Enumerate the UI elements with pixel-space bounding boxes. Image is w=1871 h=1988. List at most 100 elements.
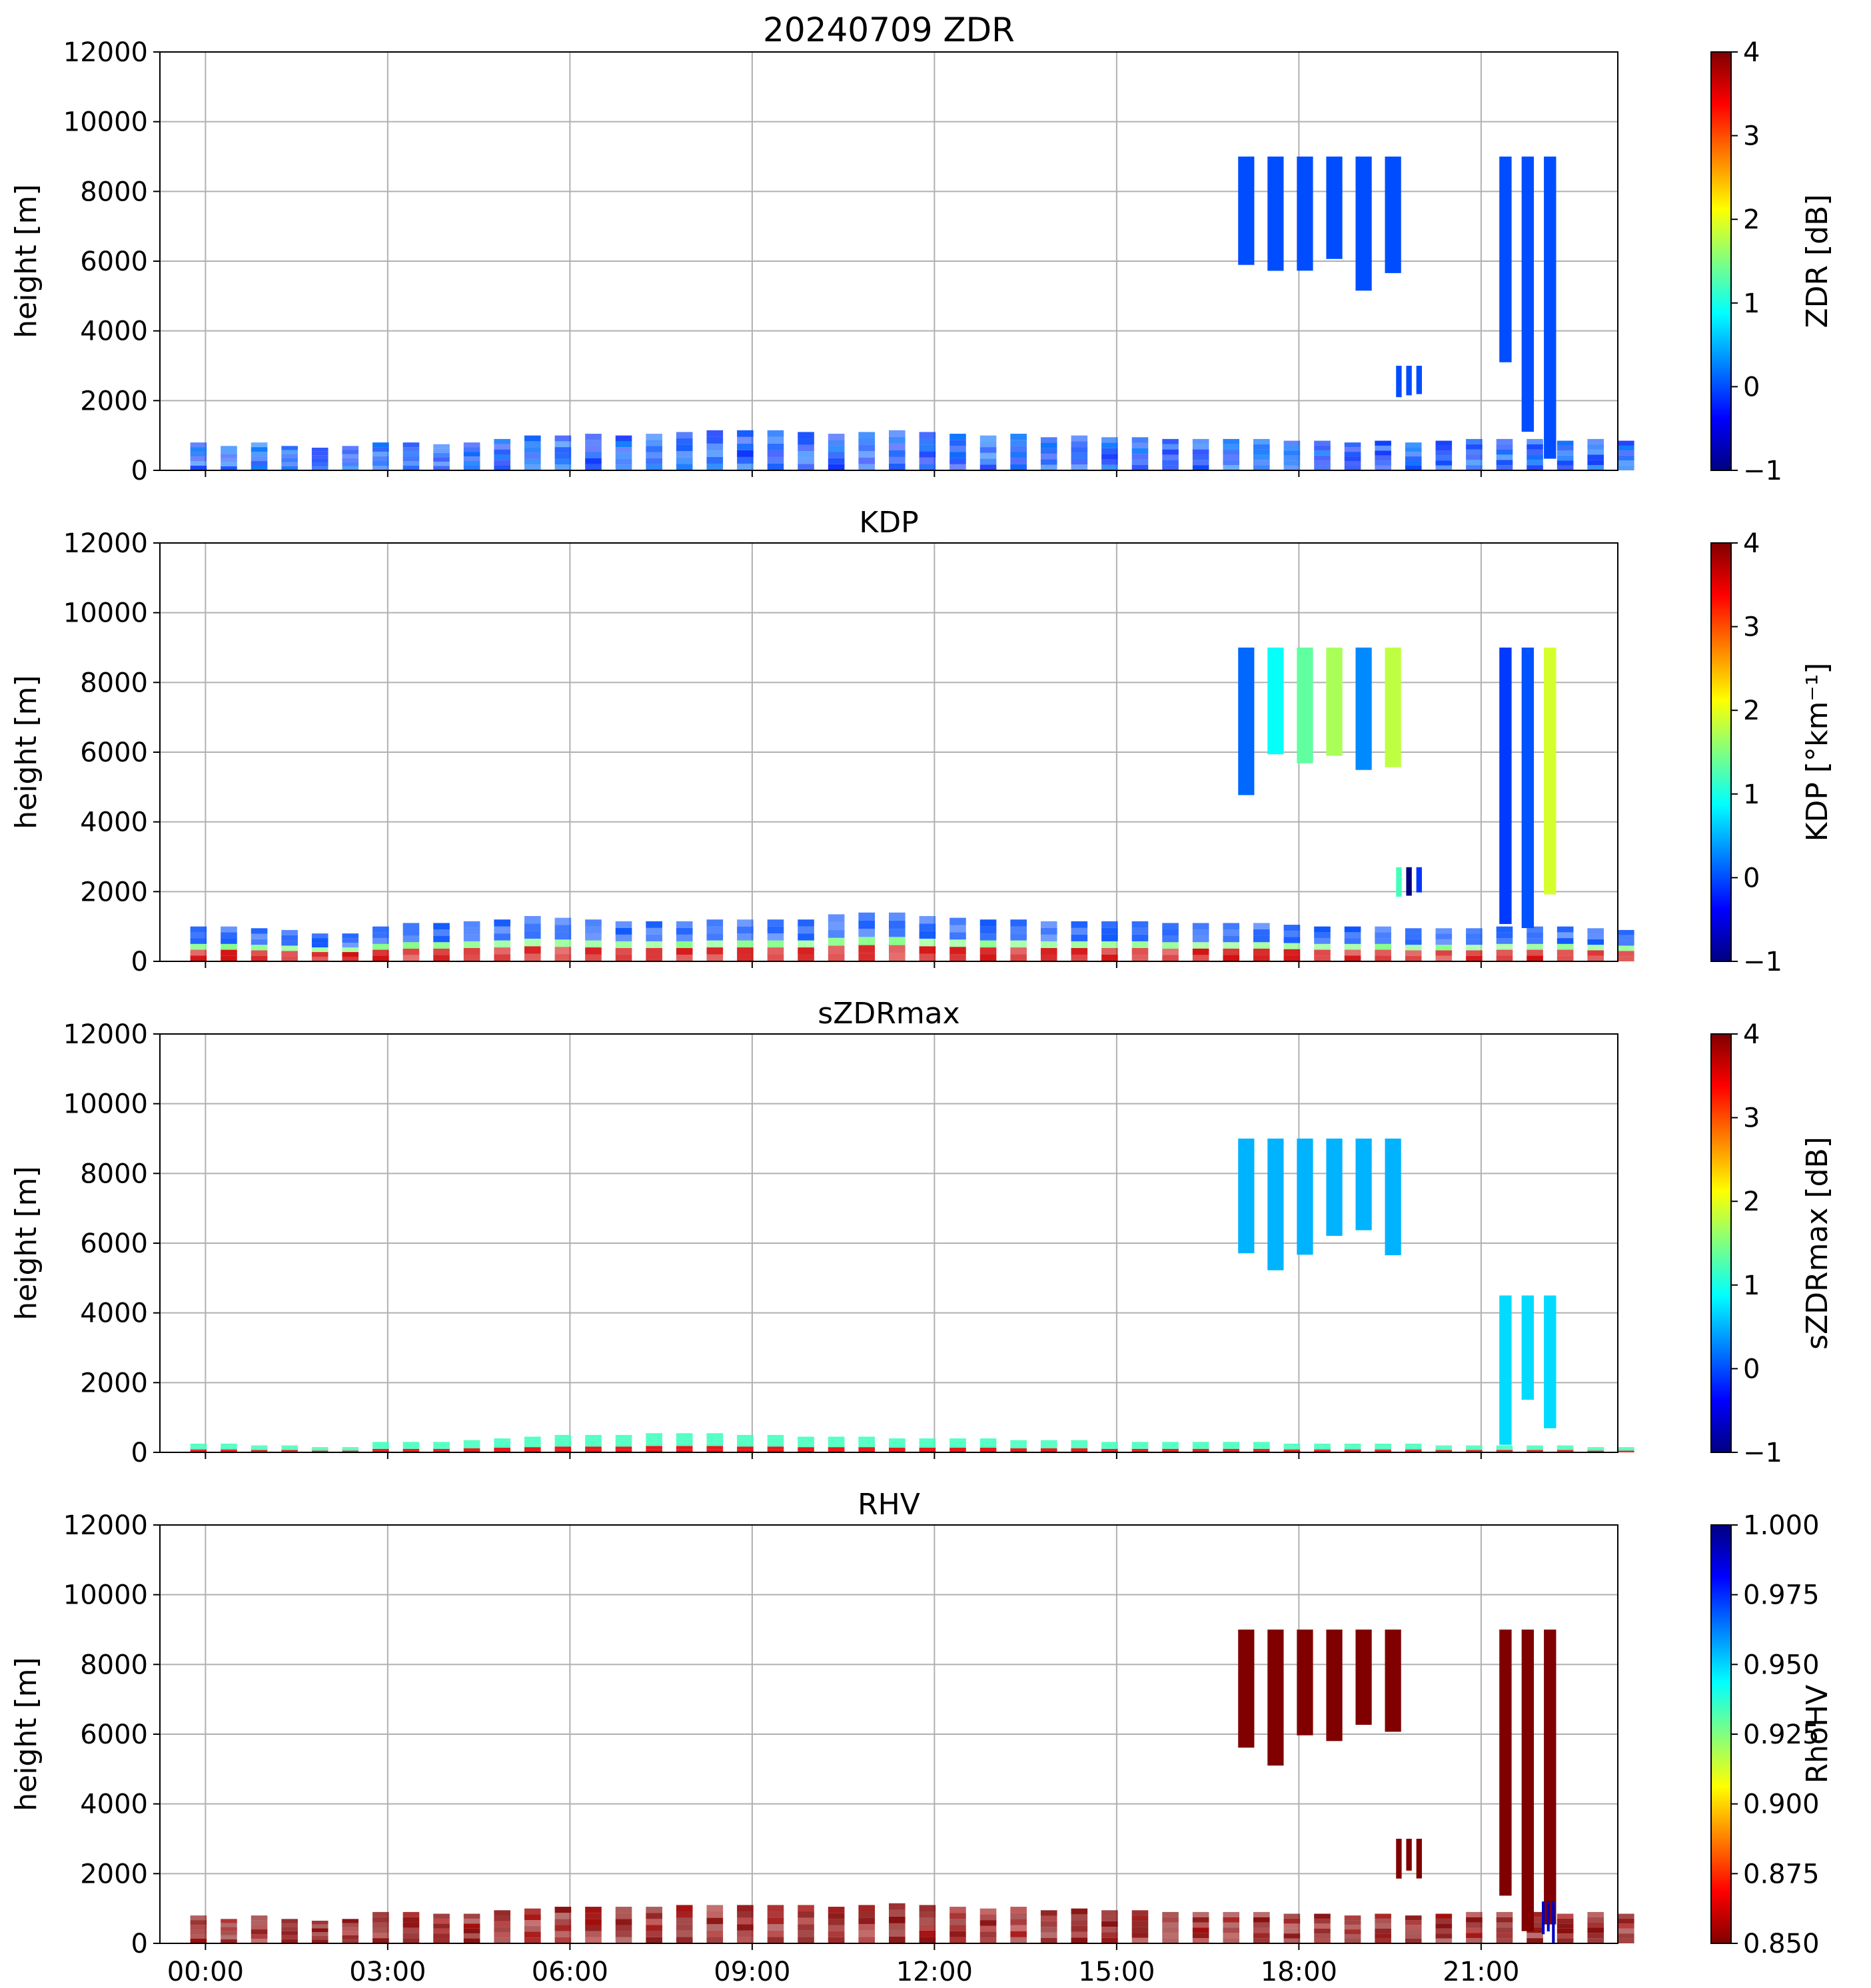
echo-column [281, 1919, 298, 1923]
echo-column [1466, 928, 1483, 934]
echo-column [402, 1445, 420, 1448]
echo-column [494, 454, 511, 460]
echo-column [676, 1439, 693, 1443]
echo-column [1071, 1937, 1088, 1943]
echo-column [949, 446, 966, 452]
echo-column [828, 929, 845, 938]
echo-column [615, 1449, 632, 1452]
echo-column [190, 1929, 207, 1935]
echo-column [615, 1919, 632, 1925]
echo-column [1557, 1445, 1574, 1447]
echo-column [1496, 438, 1513, 444]
echo-column [889, 1448, 906, 1450]
echo-column [646, 927, 662, 935]
echo-column [402, 1442, 420, 1444]
echo-column [251, 950, 268, 956]
echo-column [1223, 1922, 1240, 1928]
echo-column [979, 926, 997, 934]
echo-column [1253, 460, 1270, 466]
echo-column [1162, 465, 1179, 470]
echo-column [1435, 1913, 1453, 1919]
echo-column [889, 920, 906, 929]
echo-column [433, 444, 450, 449]
echo-column [221, 1919, 237, 1923]
echo-column [190, 955, 207, 961]
echo-column [979, 947, 997, 955]
echo-column [1496, 444, 1513, 450]
echo-column [1405, 950, 1422, 956]
echo-column [1344, 1446, 1361, 1448]
echo-column [1253, 935, 1270, 943]
echo-column [554, 441, 572, 448]
echo-streak [1416, 366, 1422, 394]
echo-column [1375, 1445, 1391, 1447]
echo-column [979, 1450, 997, 1452]
echo-column [676, 934, 693, 941]
echo-column [1131, 954, 1149, 961]
echo-column [767, 450, 784, 457]
echo-column [1253, 929, 1270, 936]
echo-column [494, 933, 511, 941]
echo-column [1253, 465, 1270, 470]
echo-column [372, 943, 389, 950]
echo-column [1071, 941, 1088, 948]
echo-column [1283, 1913, 1301, 1919]
colorbar-label: ZDR [dB] [1800, 194, 1834, 328]
echo-column [1223, 1445, 1240, 1448]
echo-column [1192, 935, 1209, 943]
echo-column [646, 921, 662, 928]
echo-column [1223, 1938, 1240, 1943]
echo-column [615, 458, 632, 465]
echo-column [1587, 465, 1604, 470]
echo-column [1405, 1443, 1422, 1446]
echo-column [1557, 932, 1574, 939]
echo-column [251, 1448, 268, 1449]
echo-column [979, 441, 997, 448]
echo-column [1040, 1450, 1057, 1452]
echo-column [737, 1449, 754, 1452]
echo-column [646, 1925, 662, 1931]
echo-column [1040, 1927, 1057, 1933]
echo-column [1010, 446, 1027, 452]
echo-column [646, 452, 662, 458]
colorbar-tick-label: −1 [1743, 456, 1782, 486]
echo-column [798, 1937, 814, 1943]
echo-column [311, 933, 328, 939]
echo-column [372, 461, 389, 466]
echo-column [798, 1444, 814, 1448]
echo-column [463, 921, 480, 928]
colorbar-tick-label: 1 [1743, 779, 1760, 810]
echo-streak [1544, 1630, 1557, 1925]
echo-column [524, 1436, 541, 1440]
echo-column [1040, 1910, 1057, 1916]
echo-column [342, 938, 359, 943]
echo-column [494, 1440, 511, 1444]
echo-column [1223, 1447, 1240, 1449]
echo-column [676, 1905, 693, 1912]
y-tick-label: 0 [131, 1929, 148, 1959]
echo-column [889, 1440, 906, 1444]
echo-column [889, 1923, 906, 1930]
echo-column [1618, 929, 1634, 935]
x-tick-label: 09:00 [714, 1957, 790, 1985]
echo-streak [1544, 1295, 1557, 1428]
echo-column [979, 1445, 997, 1448]
echo-column [251, 928, 268, 934]
echo-column [1071, 1440, 1088, 1442]
echo-column [1162, 460, 1179, 466]
echo-column [889, 1445, 906, 1448]
echo-column [737, 430, 754, 437]
echo-column [1587, 1933, 1604, 1939]
echo-column [1223, 955, 1240, 961]
echo-column [706, 1924, 724, 1931]
panel-title: RHV [858, 1488, 920, 1522]
echo-column [524, 1450, 541, 1452]
echo-column [1405, 447, 1422, 452]
echo-streak [1238, 648, 1255, 795]
echo-column [1223, 935, 1240, 943]
echo-column [858, 945, 876, 953]
echo-column [463, 442, 480, 448]
y-axis-label: height [m] [9, 1657, 43, 1811]
echo-column [585, 1937, 602, 1943]
echo-column [1314, 1933, 1331, 1939]
